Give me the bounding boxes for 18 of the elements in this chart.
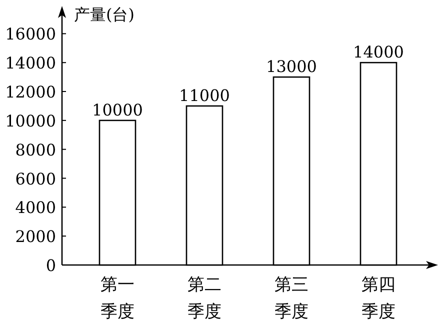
y-axis-title: 产量(台) xyxy=(74,5,134,24)
data-label: 13000 xyxy=(266,57,317,76)
x-tick-label: 第三季度 xyxy=(274,275,308,322)
x-tick-label: 第一季度 xyxy=(100,275,134,322)
y-tick-label: 14000 xyxy=(5,54,56,73)
data-label: 11000 xyxy=(179,86,230,105)
x-tick-label: 第二季度 xyxy=(188,275,222,322)
data-label: 14000 xyxy=(353,42,404,62)
y-tick-label: 6000 xyxy=(15,169,56,188)
y-tick-label: 16000 xyxy=(5,24,56,44)
y-tick-label: 10000 xyxy=(5,111,56,130)
x-tick-label: 第四季度 xyxy=(362,275,396,322)
y-tick-label: 4000 xyxy=(15,198,56,218)
y-tick-label: 0 xyxy=(46,256,56,275)
y-tick-label: 12000 xyxy=(5,82,56,102)
data-label: 10000 xyxy=(92,100,143,120)
y-tick-label: 8000 xyxy=(15,140,56,160)
y-tick-label: 2000 xyxy=(15,227,56,246)
